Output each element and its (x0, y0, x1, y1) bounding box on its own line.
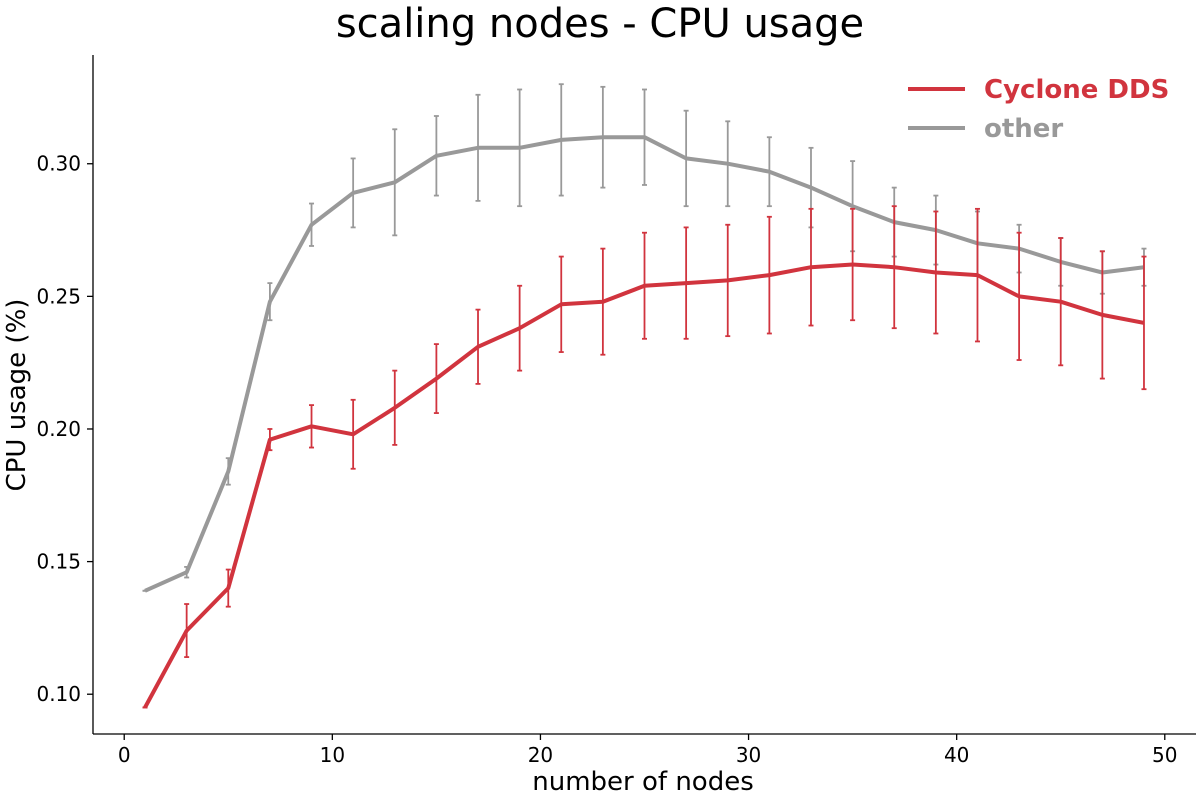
data-point (975, 273, 979, 277)
data-point (892, 265, 896, 269)
plot-area: 0 10 20 30 40 50 0.10 0.15 0.20 0.25 0.30 (36, 55, 1196, 767)
data-point (143, 705, 147, 709)
data-point (851, 263, 855, 267)
legend: Cyclone DDS other (908, 75, 1169, 144)
data-point (518, 326, 522, 330)
data-point (1059, 300, 1063, 304)
legend-label-other: other (984, 114, 1063, 144)
x-tick-label: 10 (320, 743, 345, 767)
data-point (476, 146, 480, 150)
series-cyclone-dds (142, 205, 1147, 709)
data-point (268, 300, 272, 304)
series-line (143, 262, 1145, 709)
series-line (144, 135, 1145, 593)
x-axis-label: number of nodes (532, 767, 754, 797)
y-tick-label: 0.30 (36, 152, 81, 176)
data-point (601, 300, 605, 304)
data-point (434, 377, 438, 381)
data-point (684, 281, 688, 285)
data-point (310, 424, 314, 428)
data-point (143, 589, 147, 593)
data-point (934, 270, 938, 274)
data-point (643, 135, 647, 139)
data-point (393, 406, 397, 410)
data-point (809, 265, 813, 269)
data-point (643, 284, 647, 288)
x-tick-label: 30 (736, 743, 761, 767)
legend-label-cyclone-dds: Cyclone DDS (984, 75, 1169, 105)
y-axis-label: CPU usage (%) (2, 299, 32, 492)
data-point (559, 138, 563, 142)
y-tick-label: 0.20 (36, 417, 81, 441)
data-point (393, 180, 397, 184)
data-point (1017, 294, 1021, 298)
data-point (518, 146, 522, 150)
data-point (185, 629, 189, 633)
y-tick-label: 0.25 (36, 284, 81, 308)
y-tick-label: 0.10 (36, 682, 81, 706)
x-tick-label: 50 (1152, 743, 1177, 767)
data-point (226, 469, 230, 473)
data-point (726, 278, 730, 282)
data-point (268, 438, 272, 442)
data-point (851, 204, 855, 208)
data-point (1142, 321, 1146, 325)
data-point (434, 154, 438, 158)
data-point (1100, 313, 1104, 317)
data-point (226, 586, 230, 590)
data-point (185, 570, 189, 574)
data-point (559, 302, 563, 306)
data-point (809, 186, 813, 190)
x-tick-label: 20 (528, 743, 553, 767)
data-point (476, 345, 480, 349)
chart-title: scaling nodes - CPU usage (336, 1, 864, 47)
x-tick-label: 40 (944, 743, 969, 767)
y-tick-label: 0.15 (36, 550, 81, 574)
data-point (684, 156, 688, 160)
data-point (601, 135, 605, 139)
data-point (726, 162, 730, 166)
data-point (310, 223, 314, 227)
data-point (767, 273, 771, 277)
data-point (767, 170, 771, 174)
x-tick-label: 0 (118, 743, 131, 767)
data-point (351, 191, 355, 195)
data-point (351, 432, 355, 436)
